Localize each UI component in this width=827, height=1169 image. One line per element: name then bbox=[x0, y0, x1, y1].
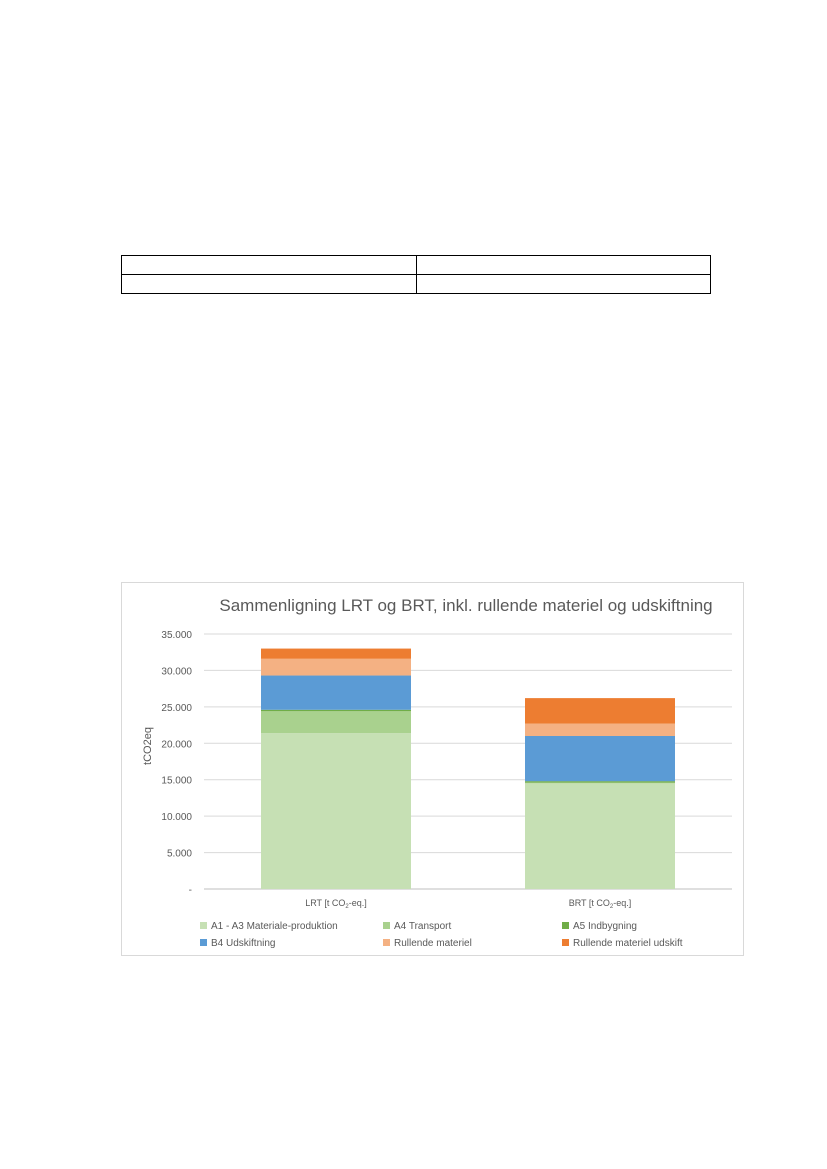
bar-segment bbox=[525, 698, 675, 724]
bar-segment bbox=[525, 782, 675, 784]
x-axis-ticks: LRT [t CO2-eq.] BRT [t CO2-eq.] bbox=[305, 898, 631, 910]
table-cell bbox=[415, 255, 711, 275]
bar-segment bbox=[261, 648, 411, 659]
bar-segment bbox=[261, 733, 411, 889]
bar-segment bbox=[525, 736, 675, 782]
legend-label: B4 Udskiftning bbox=[211, 938, 275, 949]
legend-label: Rullende materiel bbox=[394, 938, 472, 949]
y-tick-label: - bbox=[189, 885, 192, 896]
chart-title: Sammenligning LRT og BRT, inkl. rullende… bbox=[219, 596, 712, 615]
y-tick-label: 25.000 bbox=[161, 703, 192, 714]
table-cell bbox=[121, 255, 417, 275]
bar-segment bbox=[261, 709, 411, 712]
y-axis-ticks: - 5.000 10.000 15.000 20.000 25.000 30.000 35.0… bbox=[161, 630, 192, 896]
legend-swatch bbox=[562, 939, 569, 946]
x-tick-label: BRT [t CO2-eq.] bbox=[569, 898, 632, 910]
table-row bbox=[121, 274, 711, 294]
empty-table bbox=[121, 255, 711, 294]
y-tick-label: 15.000 bbox=[161, 776, 192, 787]
legend-swatch bbox=[383, 922, 390, 929]
legend-swatch bbox=[200, 939, 207, 946]
y-tick-label: 5.000 bbox=[167, 849, 192, 860]
bar-segment bbox=[525, 783, 675, 889]
legend: A1 - A3 Materiale-produktion A4 Transport… bbox=[200, 921, 683, 949]
y-tick-label: 35.000 bbox=[161, 630, 192, 641]
legend-label: A4 Transport bbox=[394, 921, 451, 932]
y-tick-label: 10.000 bbox=[161, 812, 192, 823]
table-cell bbox=[415, 274, 711, 294]
bar-segment bbox=[261, 711, 411, 734]
legend-swatch bbox=[383, 939, 390, 946]
table-cell bbox=[121, 274, 417, 294]
legend-swatch bbox=[200, 922, 207, 929]
bar-segment bbox=[525, 781, 675, 783]
legend-label: A5 Indbygning bbox=[573, 921, 637, 932]
legend-label: Rullende materiel udskift bbox=[573, 938, 683, 949]
table-row bbox=[121, 255, 711, 275]
bar-segment bbox=[261, 675, 411, 710]
y-tick-label: 30.000 bbox=[161, 666, 192, 677]
bar-segment bbox=[525, 723, 675, 736]
stacked-bar-chart: Sammenligning LRT og BRT, inkl. rullende… bbox=[142, 596, 732, 949]
legend-swatch bbox=[562, 922, 569, 929]
y-axis-label: tCO2eq bbox=[142, 727, 154, 765]
bars bbox=[261, 648, 675, 889]
bar-segment bbox=[261, 658, 411, 676]
x-tick-label: LRT [t CO2-eq.] bbox=[305, 898, 367, 910]
y-tick-label: 20.000 bbox=[161, 739, 192, 750]
legend-label: A1 - A3 Materiale-produktion bbox=[211, 921, 338, 932]
chart-frame: Sammenligning LRT og BRT, inkl. rullende… bbox=[121, 582, 744, 956]
